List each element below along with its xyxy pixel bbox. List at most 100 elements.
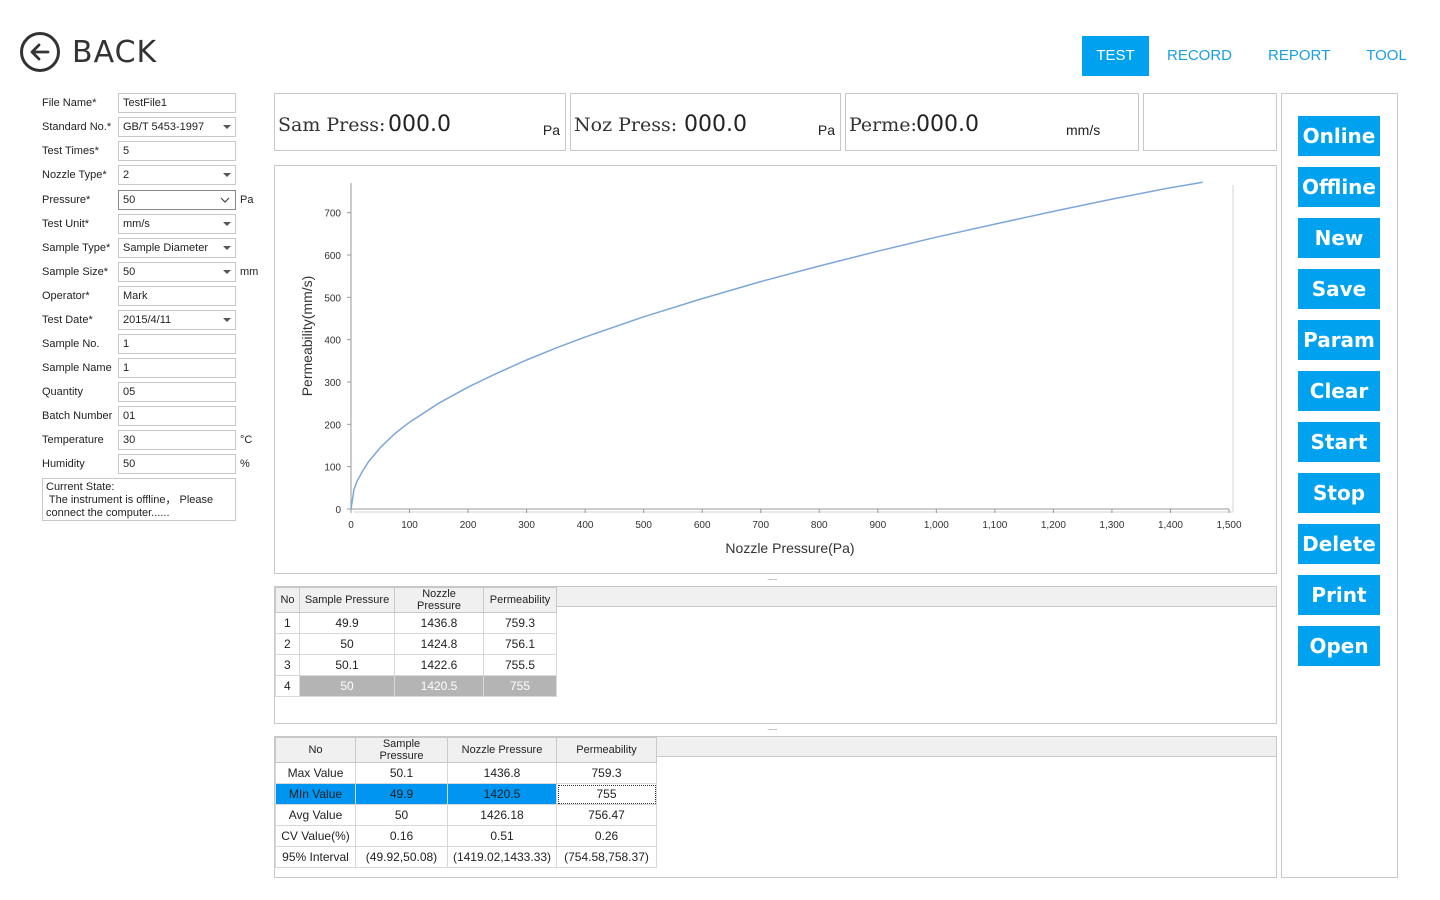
humidity-input[interactable]: 50 (118, 454, 236, 474)
caret-down-icon (223, 270, 231, 274)
col-permeability[interactable]: Permeability (483, 587, 557, 613)
x-axis-label: Nozzle Pressure(Pa) (725, 540, 854, 556)
splitter-handle[interactable]: ........ (767, 723, 778, 732)
caret-down-icon (223, 125, 231, 129)
table-row[interactable]: 95% Interval (49.92,50.08) (1419.02,1433… (275, 846, 657, 868)
test-date-label: Test Date* (42, 314, 93, 326)
cell-nozzle-pressure: 1422.6 (394, 654, 484, 676)
tab-tool[interactable]: TOOL (1366, 47, 1407, 64)
form-row-test-date: Test Date* 2015/4/11 (42, 310, 236, 330)
empty-readout (1143, 93, 1277, 151)
x-tick-label: 1,500 (1216, 520, 1241, 531)
sample-type-select[interactable]: Sample Diameter (118, 238, 236, 258)
sam-press-unit: Pa (542, 122, 560, 138)
col-nozzle-pressure[interactable]: Nozzle Pressure (394, 587, 484, 613)
cell-label: 95% Interval (275, 846, 356, 868)
col-nozzle-pressure[interactable]: Nozzle Pressure (447, 737, 557, 763)
table-row[interactable]: 1 49.9 1436.8 759.3 (275, 612, 557, 634)
operator-input[interactable]: Mark (118, 286, 236, 306)
batch-number-label: Batch Number (42, 410, 113, 422)
cell-permeability: 0.26 (556, 825, 657, 847)
table-row[interactable]: 2 50 1424.8 756.1 (275, 633, 557, 655)
sample-no-input[interactable]: 1 (118, 334, 236, 354)
permeability-chart: 0 100 200 300 400 500 600 700 800 900 1,000 1,100 1,… (299, 181, 1242, 556)
cell-label: MIn Value (275, 783, 356, 805)
cell-nozzle-pressure: 1420.5 (394, 675, 484, 697)
print-button[interactable]: Print (1298, 575, 1380, 615)
results-table: No Sample Pressure Nozzle Pressure Perme… (275, 587, 557, 697)
cell-sample-pressure: 50 (299, 633, 395, 655)
quantity-label: Quantity (42, 386, 83, 398)
online-button[interactable]: Online (1298, 116, 1380, 156)
table-row[interactable]: 3 50.1 1422.6 755.5 (275, 654, 557, 676)
x-tick-label: 1,300 (1099, 520, 1124, 531)
permeability-readout: Perme: 000.0 mm/s (845, 93, 1139, 151)
tab-report[interactable]: REPORT (1268, 47, 1331, 64)
sample-size-value: 50 (123, 266, 136, 278)
sample-size-unit: mm (240, 266, 259, 278)
tab-record[interactable]: RECORD (1167, 47, 1233, 64)
quantity-input[interactable]: 05 (118, 382, 236, 402)
form-row-test-unit: Test Unit* mm/s (42, 214, 236, 234)
pressure-value: 50 (123, 194, 136, 206)
start-button[interactable]: Start (1298, 422, 1380, 462)
table-row[interactable]: Avg Value 50 1426.18 756.47 (275, 804, 657, 826)
x-tick-label: 700 (752, 520, 769, 531)
back-button[interactable]: BACK (20, 32, 157, 72)
temperature-input[interactable]: 30 (118, 430, 236, 450)
sample-size-select[interactable]: 50 (118, 262, 236, 282)
offline-button[interactable]: Offline (1298, 167, 1380, 207)
col-permeability[interactable]: Permeability (556, 737, 657, 763)
x-tick-label: 600 (694, 520, 711, 531)
form-row-standard-no: Standard No.* GB/T 5453-1997 (42, 117, 236, 137)
pressure-label: Pressure* (42, 194, 91, 206)
cell-no: 4 (275, 675, 300, 697)
nozzle-type-select[interactable]: 2 (118, 165, 236, 185)
sample-name-input[interactable]: 1 (118, 358, 236, 378)
current-state-box: Current State: The instrument is offline… (42, 478, 236, 521)
cell-label: CV Value(%) (275, 825, 356, 847)
col-no[interactable]: No (275, 737, 356, 763)
humidity-unit: % (240, 458, 250, 470)
clear-button[interactable]: Clear (1298, 371, 1380, 411)
form-row-sample-name: Sample Name 1 (42, 358, 236, 378)
param-button[interactable]: Param (1298, 320, 1380, 360)
table-row-selected[interactable]: 4 50 1420.5 755 (275, 675, 557, 697)
col-no[interactable]: No (275, 587, 300, 613)
delete-button[interactable]: Delete (1298, 524, 1380, 564)
back-label: BACK (72, 34, 158, 70)
test-unit-value: mm/s (123, 218, 150, 230)
test-date-picker[interactable]: 2015/4/11 (118, 310, 236, 330)
table-row[interactable]: Max Value 50.1 1436.8 759.3 (275, 762, 657, 784)
test-date-value: 2015/4/11 (123, 314, 172, 326)
save-button[interactable]: Save (1298, 269, 1380, 309)
form-row-sample-size: Sample Size* 50 mm (42, 262, 258, 282)
form-row-quantity: Quantity 05 (42, 382, 236, 402)
file-name-input[interactable]: TestFile1 (118, 93, 236, 113)
standard-no-select[interactable]: GB/T 5453-1997 (118, 117, 236, 137)
col-sample-pressure[interactable]: Sample Pressure (355, 737, 448, 763)
col-sample-pressure[interactable]: Sample Pressure (299, 587, 395, 613)
cell-nozzle-pressure: (1419.02,1433.33) (447, 846, 557, 868)
test-times-input[interactable]: 5 (118, 141, 236, 161)
test-unit-select[interactable]: mm/s (118, 214, 236, 234)
tab-test[interactable]: TEST (1082, 36, 1149, 76)
batch-number-input[interactable]: 01 (118, 406, 236, 426)
open-button[interactable]: Open (1298, 626, 1380, 666)
pressure-combo[interactable]: 50 (118, 190, 236, 210)
perme-label: Perme: (849, 114, 917, 136)
splitter-handle[interactable]: ........ (767, 573, 778, 582)
form-row-pressure: Pressure* 50 Pa (42, 190, 253, 210)
cell-nozzle-pressure: 1424.8 (394, 633, 484, 655)
operator-label: Operator* (42, 290, 90, 302)
stop-button[interactable]: Stop (1298, 473, 1380, 513)
noz-press-unit: Pa (817, 122, 835, 138)
cell-permeability: 759.3 (556, 762, 657, 784)
new-button[interactable]: New (1298, 218, 1380, 258)
test-unit-label: Test Unit* (42, 218, 90, 230)
chevron-down-icon (220, 197, 230, 203)
table-row[interactable]: CV Value(%) 0.16 0.51 0.26 (275, 825, 657, 847)
form-row-file-name: File Name* TestFile1 (42, 93, 236, 113)
table-row-selected[interactable]: MIn Value 49.9 1420.5 755 (275, 783, 657, 805)
arrow-left-icon (20, 32, 60, 72)
